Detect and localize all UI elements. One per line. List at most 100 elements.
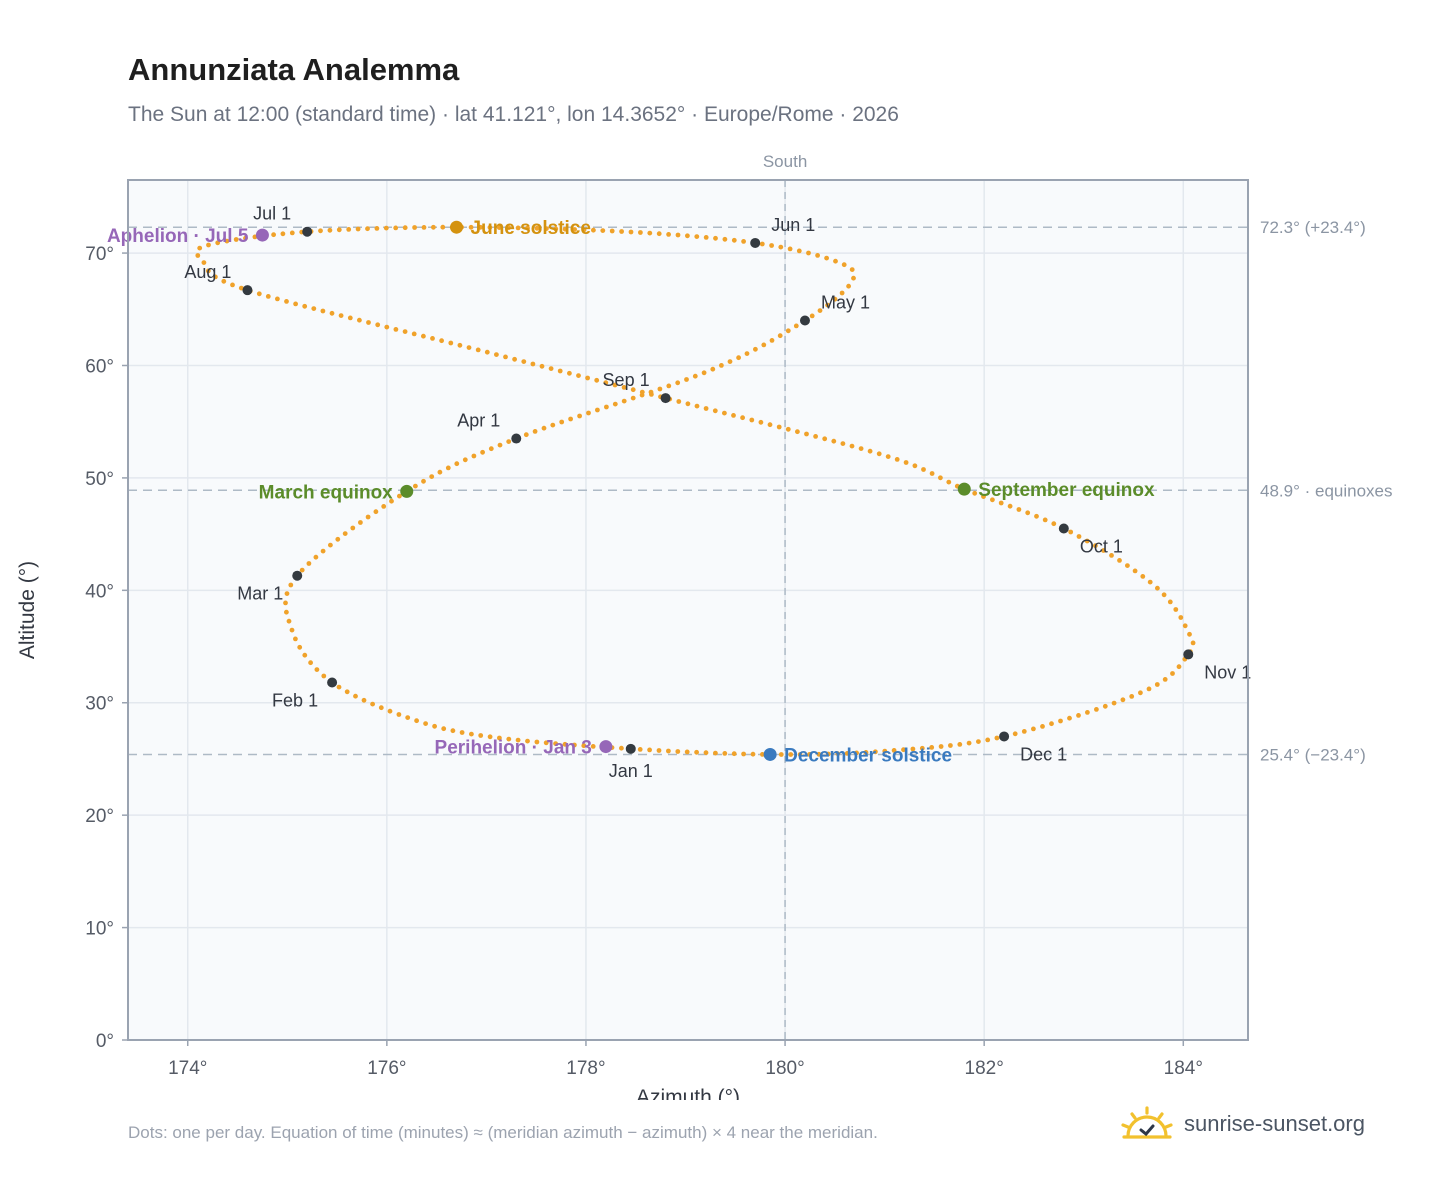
day-dot [1170,671,1175,676]
day-dot [816,751,822,757]
day-dot [550,422,556,428]
footnote: Dots: one per day. Equation of time (min… [128,1123,878,1142]
month-marker [750,237,761,248]
day-dot [405,715,411,720]
day-dot [318,228,323,234]
day-dot [675,749,681,754]
day-dot [736,355,741,361]
y-tick-label: 20° [85,806,114,827]
day-dot [1067,715,1072,721]
event-label: Aphelion · Jul 5 [107,226,249,247]
day-dot [383,225,389,231]
x-tick-label: 184° [1164,1058,1203,1079]
month-marker [999,731,1010,742]
month-label: Feb 1 [272,691,318,711]
day-dot [1147,579,1153,585]
month-marker [625,743,636,754]
day-dot [197,245,203,251]
day-dot [336,227,342,233]
day-dot [370,701,375,707]
day-dot [543,740,549,746]
day-dot [346,227,352,232]
day-dot [1049,721,1054,727]
month-marker [292,570,303,581]
day-dot [469,731,474,737]
day-dot [901,747,906,753]
day-dot [846,283,851,289]
day-dot [621,385,627,390]
day-dot [389,498,394,504]
day-dot [929,745,935,750]
day-dot [515,737,521,743]
brand[interactable]: sunrise-sunset.org [1120,1102,1365,1146]
day-dot [302,303,308,309]
day-dot [515,225,521,231]
day-dot [238,285,244,291]
day-dot [1094,707,1099,712]
day-dot [347,315,353,321]
plot-frame [127,179,1249,1041]
day-dot [731,237,737,243]
day-dot [822,436,828,442]
day-dot [497,735,502,741]
day-dot [778,752,784,757]
day-dot [265,294,271,299]
month-marker [511,433,522,444]
day-dot [1161,592,1167,598]
month-marker [302,226,313,237]
event-label: September equinox [978,480,1155,501]
day-dot [776,424,782,430]
day-dot [666,383,672,389]
day-dot [361,697,367,703]
day-dot [280,231,286,237]
day-dot [393,225,399,231]
day-dot [1085,710,1090,715]
day-dot [1034,513,1039,519]
month-marker [1058,523,1069,534]
day-dot [831,438,837,444]
day-dot [1016,507,1022,512]
day-dot [289,230,295,236]
day-dot [445,465,451,471]
day-dot [873,749,878,755]
day-dot [692,373,698,379]
day-dot [595,407,600,413]
day-dot [534,225,540,231]
day-dot [496,225,502,231]
day-dot [998,500,1004,506]
day-dot [342,531,348,536]
event-marker [763,747,777,761]
day-dot [297,644,303,650]
analemma-chart: South 72.3° (+23.4°) 48.9° · equinoxes 25.4… [16,152,1393,1100]
sunrise-logo-icon [1121,1106,1173,1139]
day-dot [1068,529,1074,535]
day-dot [308,660,313,666]
day-dot [512,356,517,362]
day-dot [321,673,327,679]
day-dot [840,441,846,446]
day-dot [694,749,699,755]
day-dot [1146,686,1152,692]
day-dot [777,333,783,339]
month-label: Jan 1 [609,761,653,781]
day-dot [849,267,855,272]
day-dot [338,313,344,318]
day-dot [336,684,342,690]
day-dot [553,741,558,746]
day-dot [289,627,295,633]
x-tick-label: 180° [765,1058,804,1079]
day-dot [815,253,820,258]
day-dot [402,329,408,334]
day-dot [306,561,312,566]
day-dot [990,497,995,503]
day-dot [694,403,700,409]
month-marker [799,315,810,326]
day-dot [344,689,350,695]
x-tick-label: 182° [965,1058,1004,1079]
month-label: Oct 1 [1080,536,1123,556]
day-dot [412,225,417,230]
day-dot [205,268,211,274]
day-dot [532,429,538,434]
reference-line-label: 48.9° · equinoxes [1260,481,1393,500]
x-tick-label: 178° [566,1058,605,1079]
